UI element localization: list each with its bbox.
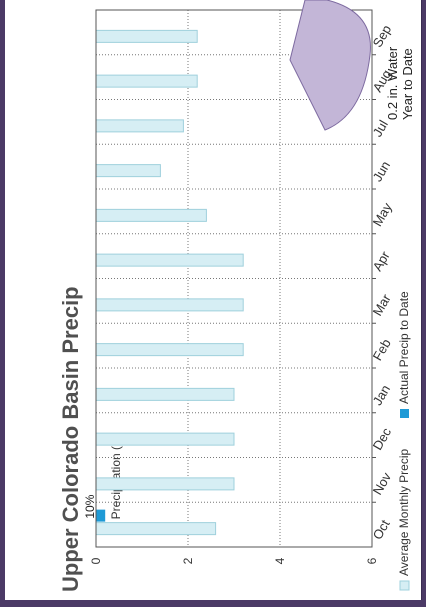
category-label: Jul — [370, 117, 391, 139]
average-bar — [95, 208, 207, 222]
value-tick-label: 6 — [365, 557, 379, 564]
value-tick-label: 4 — [273, 557, 287, 564]
average-bar — [95, 298, 244, 312]
category-label: Jan — [370, 382, 393, 408]
precip-chart: Upper Colorado Basin Precip Precipitatio… — [58, 0, 415, 592]
legend-label-average: Average Monthly Precip — [397, 448, 411, 576]
callout-shape — [289, 0, 371, 131]
legend-label-actual: Actual Precip to Date — [397, 291, 411, 404]
actual-percent-label: 10% — [83, 494, 97, 518]
category-label: Feb — [370, 336, 394, 363]
category-label: Apr — [370, 248, 393, 274]
average-bar — [95, 164, 161, 178]
average-bar — [95, 74, 198, 88]
actual-bar — [96, 509, 106, 522]
category-label: Mar — [370, 291, 395, 318]
value-ticks: 0 2 4 6 — [89, 557, 379, 564]
y-axis-label: Precipitation (in) — [109, 433, 123, 520]
legend-swatch-average — [399, 580, 410, 591]
category-label: Dec — [370, 425, 395, 453]
category-label: May — [370, 200, 396, 229]
callout-line-1: 0.2 in. Water — [385, 46, 400, 120]
category-label: Oct — [370, 517, 393, 542]
category-label: Sep — [370, 22, 395, 50]
plot-border — [95, 9, 373, 548]
callout-line-2: Year to Date — [400, 48, 415, 120]
legend-swatch-actual — [400, 409, 409, 418]
legend: Average Monthly Precip Actual Precip to … — [397, 291, 411, 591]
average-bar — [95, 253, 244, 267]
water-year-callout: 0.2 in. Water Year to Date — [289, 0, 415, 131]
category-label: Nov — [370, 469, 395, 497]
average-bar — [95, 29, 198, 43]
value-tick-label: 0 — [89, 557, 103, 564]
chart-title: Upper Colorado Basin Precip — [58, 286, 83, 592]
average-bar — [95, 522, 217, 536]
average-bar — [95, 343, 244, 357]
average-bar — [95, 119, 184, 133]
bars — [95, 29, 244, 536]
average-bar — [95, 387, 235, 401]
category-label: Jun — [370, 158, 393, 184]
value-tick-label: 2 — [181, 557, 195, 564]
average-bar — [95, 432, 235, 446]
chart-panel: Upper Colorado Basin Precip Precipitatio… — [5, 0, 422, 600]
grid — [96, 10, 376, 547]
average-bar — [95, 477, 235, 491]
